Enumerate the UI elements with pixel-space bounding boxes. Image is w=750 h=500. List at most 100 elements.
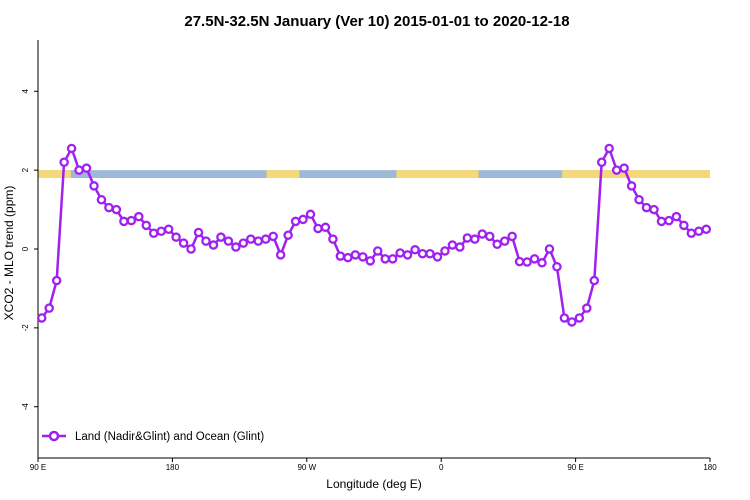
data-point (567, 317, 577, 327)
surface-type-band (38, 170, 710, 179)
data-point (66, 143, 77, 154)
data-point (484, 231, 495, 242)
data-point (201, 236, 211, 246)
legend-label: Land (Nadir&Glint) and Ocean (Glint) (75, 431, 264, 443)
data-point (305, 209, 316, 220)
data-point (440, 246, 450, 256)
x-tick-label: 0 (439, 463, 444, 472)
data-point (358, 252, 368, 262)
land-band-segment (562, 170, 710, 179)
data-point (178, 238, 189, 248)
y-tick-label: 0 (21, 246, 30, 251)
data-point (619, 163, 629, 173)
y-tick-label: 2 (21, 167, 30, 172)
x-tick-label: 90 E (30, 463, 46, 472)
data-point (275, 250, 286, 260)
data-point (104, 202, 114, 213)
data-point (59, 157, 69, 167)
data-point (447, 240, 458, 250)
data-point (246, 234, 256, 244)
data-point (432, 252, 443, 262)
data-point (148, 228, 159, 238)
data-point (514, 256, 525, 267)
data-point (701, 224, 712, 235)
land-band-segment (38, 170, 71, 179)
chart-title: 27.5N-32.5N January (Ver 10) 2015-01-01 … (184, 13, 569, 30)
data-point (634, 194, 644, 205)
data-point (335, 251, 346, 261)
data-point (477, 229, 488, 239)
x-axis-label: Longitude (deg E) (326, 477, 421, 491)
data-point (208, 240, 219, 250)
data-point (313, 223, 323, 234)
data-point (36, 313, 47, 323)
data-point (141, 220, 152, 231)
data-point (529, 254, 540, 264)
data-point (604, 143, 614, 154)
data-point (522, 257, 532, 267)
data-point (462, 233, 473, 243)
data-point (425, 248, 435, 259)
y-tick-label: -4 (21, 403, 30, 411)
land-band-segment (396, 170, 479, 179)
data-point (492, 239, 502, 250)
data-point (171, 232, 181, 242)
data-point (216, 232, 226, 242)
data-point (395, 248, 405, 258)
data-point (611, 165, 622, 175)
y-tick-label: 4 (21, 88, 30, 93)
data-point (253, 236, 264, 246)
data-point (499, 236, 510, 246)
data-point (582, 303, 592, 313)
data-point (238, 238, 249, 248)
data-point (328, 234, 338, 244)
data-point (455, 242, 465, 252)
data-point (163, 224, 174, 235)
data-point (656, 216, 667, 227)
data-point (626, 181, 637, 191)
data-point (44, 303, 54, 313)
data-point (350, 250, 361, 260)
data-point (126, 215, 137, 226)
ocean-band (38, 170, 710, 179)
data-point (679, 220, 689, 231)
y-axis-label: XCO2 - MLO trend (ppm) (2, 186, 16, 321)
data-point (470, 234, 480, 244)
y-tick-label: -2 (21, 324, 30, 332)
data-point (320, 222, 331, 233)
data-point (552, 261, 562, 272)
data-point (134, 211, 144, 222)
data-point (596, 157, 607, 167)
x-tick-label: 90 W (297, 463, 316, 472)
data-point (544, 244, 555, 254)
data-point (156, 226, 166, 237)
data-point (574, 313, 585, 323)
data-point (380, 254, 390, 264)
data-point (686, 228, 697, 238)
x-tick-label: 180 (166, 463, 180, 472)
data-point (268, 231, 278, 242)
data-point (81, 163, 92, 173)
data-point (410, 245, 420, 255)
data-point (298, 214, 308, 225)
data-point (74, 165, 84, 175)
data-point (589, 275, 600, 286)
x-tick-label: 180 (703, 463, 717, 472)
data-point (365, 256, 376, 266)
data-point (223, 236, 234, 246)
data-point (231, 242, 241, 252)
data-point (559, 313, 570, 323)
data-point (537, 258, 547, 268)
land-band-segment (266, 170, 300, 179)
data-point (664, 215, 674, 226)
data-point (186, 244, 196, 254)
data-point (649, 204, 659, 215)
data-point (694, 226, 704, 237)
data-point (343, 252, 353, 263)
data-point (671, 211, 682, 222)
data-point (111, 204, 122, 215)
legend: Land (Nadir&Glint) and Ocean (Glint) (42, 430, 264, 443)
data-point (402, 250, 413, 260)
data-point (372, 246, 383, 256)
